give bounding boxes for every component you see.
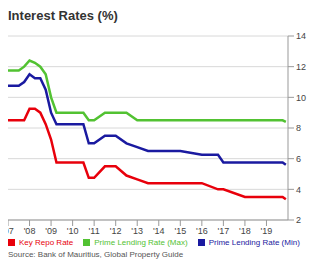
svg-text:'07: '07 [8,226,14,236]
svg-text:'19: '19 [261,226,273,236]
svg-text:10: 10 [296,93,306,103]
svg-text:2: 2 [296,215,301,225]
svg-text:'16: '16 [196,226,208,236]
svg-text:'15: '15 [174,226,186,236]
svg-text:'14: '14 [153,226,165,236]
html-text:Interest Rates (%): Interest Rates (%) [8,8,118,23]
svg-text:'13: '13 [131,226,143,236]
svg-text:'10: '10 [67,226,79,236]
svg-text:4: 4 [296,185,301,195]
svg-text:'09: '09 [45,226,57,236]
svg-text:'11: '11 [89,226,100,236]
svg-text:6: 6 [296,154,301,164]
svg-text:'17: '17 [218,226,230,236]
svg-text:14: 14 [296,31,306,41]
svg-text:'12: '12 [110,226,122,236]
svg-text:12: 12 [296,62,306,72]
html-text:Key Repo Rate: Key Repo Rate [19,238,74,247]
svg-text:'08: '08 [24,226,36,236]
svg-text:'18: '18 [239,226,251,236]
svg-text:8: 8 [296,123,301,133]
html-text:Prime Lending Rate (Min): Prime Lending Rate (Min) [208,238,300,247]
html-text:Source: Bank of Mauritius, Glo: Source: Bank of Mauritius, Global Proper… [8,250,184,259]
html-text:Prime Lending Rate (Max): Prime Lending Rate (Max) [94,238,188,247]
